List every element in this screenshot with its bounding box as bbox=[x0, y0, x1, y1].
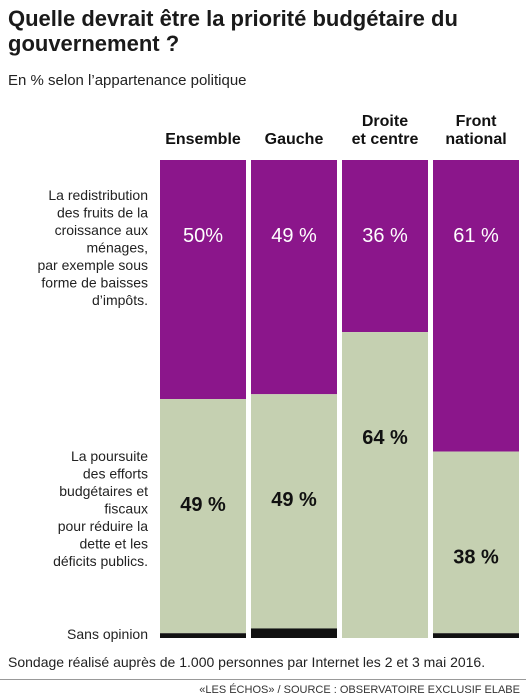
data-label: 49 % bbox=[271, 225, 317, 247]
series-label: des fruits de la bbox=[57, 205, 148, 221]
series-label: ménages, bbox=[87, 240, 148, 256]
bar-segment bbox=[160, 160, 246, 399]
series-label: Sans opinion bbox=[67, 626, 148, 642]
survey-note: Sondage réalisé auprès de 1.000 personne… bbox=[8, 654, 486, 670]
data-label: 49 % bbox=[271, 489, 317, 511]
bar-segment bbox=[160, 399, 246, 634]
bar-segment bbox=[251, 394, 337, 629]
data-label: 64 % bbox=[362, 427, 408, 449]
bar-segment bbox=[251, 160, 337, 395]
series-label: budgétaires et bbox=[59, 483, 148, 499]
series-label: dette et les bbox=[80, 536, 149, 552]
data-label: 49 % bbox=[180, 494, 226, 516]
column-label: Gauche bbox=[265, 131, 324, 148]
data-label: 38 % bbox=[453, 547, 499, 569]
data-label: 36 % bbox=[362, 225, 408, 247]
series-label: La redistribution bbox=[48, 187, 148, 203]
bar-segment bbox=[342, 160, 428, 333]
series-label: déficits publics. bbox=[53, 553, 148, 569]
chart-subtitle: En % selon l’appartenance politique bbox=[8, 72, 247, 89]
bar-segment bbox=[433, 633, 519, 638]
series-label: La poursuite bbox=[71, 448, 148, 464]
column-label: Droite bbox=[362, 113, 408, 130]
series-label: des efforts bbox=[83, 466, 148, 482]
source-credit: «LES ÉCHOS» / SOURCE : OBSERVATOIRE EXCL… bbox=[199, 684, 520, 696]
series-label: par exemple sous bbox=[37, 257, 148, 273]
series-label: forme de baisses bbox=[41, 275, 148, 291]
bar-segment bbox=[342, 332, 428, 638]
column-label: Ensemble bbox=[165, 131, 241, 148]
series-label: d’impôts. bbox=[92, 292, 148, 308]
column-label: Front bbox=[456, 113, 498, 130]
column-label: national bbox=[445, 131, 506, 148]
series-label: croissance aux bbox=[55, 222, 148, 238]
series-label: pour réduire la bbox=[58, 518, 148, 534]
data-label: 61 % bbox=[453, 225, 499, 247]
column-label: et centre bbox=[352, 131, 419, 148]
bar-segment bbox=[433, 451, 519, 634]
chart-title: Quelle devrait être la priorité budgétai… bbox=[8, 6, 458, 56]
bar-segment bbox=[251, 628, 337, 638]
bar-segment bbox=[160, 633, 246, 638]
bar-segment bbox=[433, 160, 519, 452]
footer-divider bbox=[0, 679, 526, 680]
data-label: 50% bbox=[183, 225, 223, 247]
series-label: fiscaux bbox=[104, 501, 148, 517]
